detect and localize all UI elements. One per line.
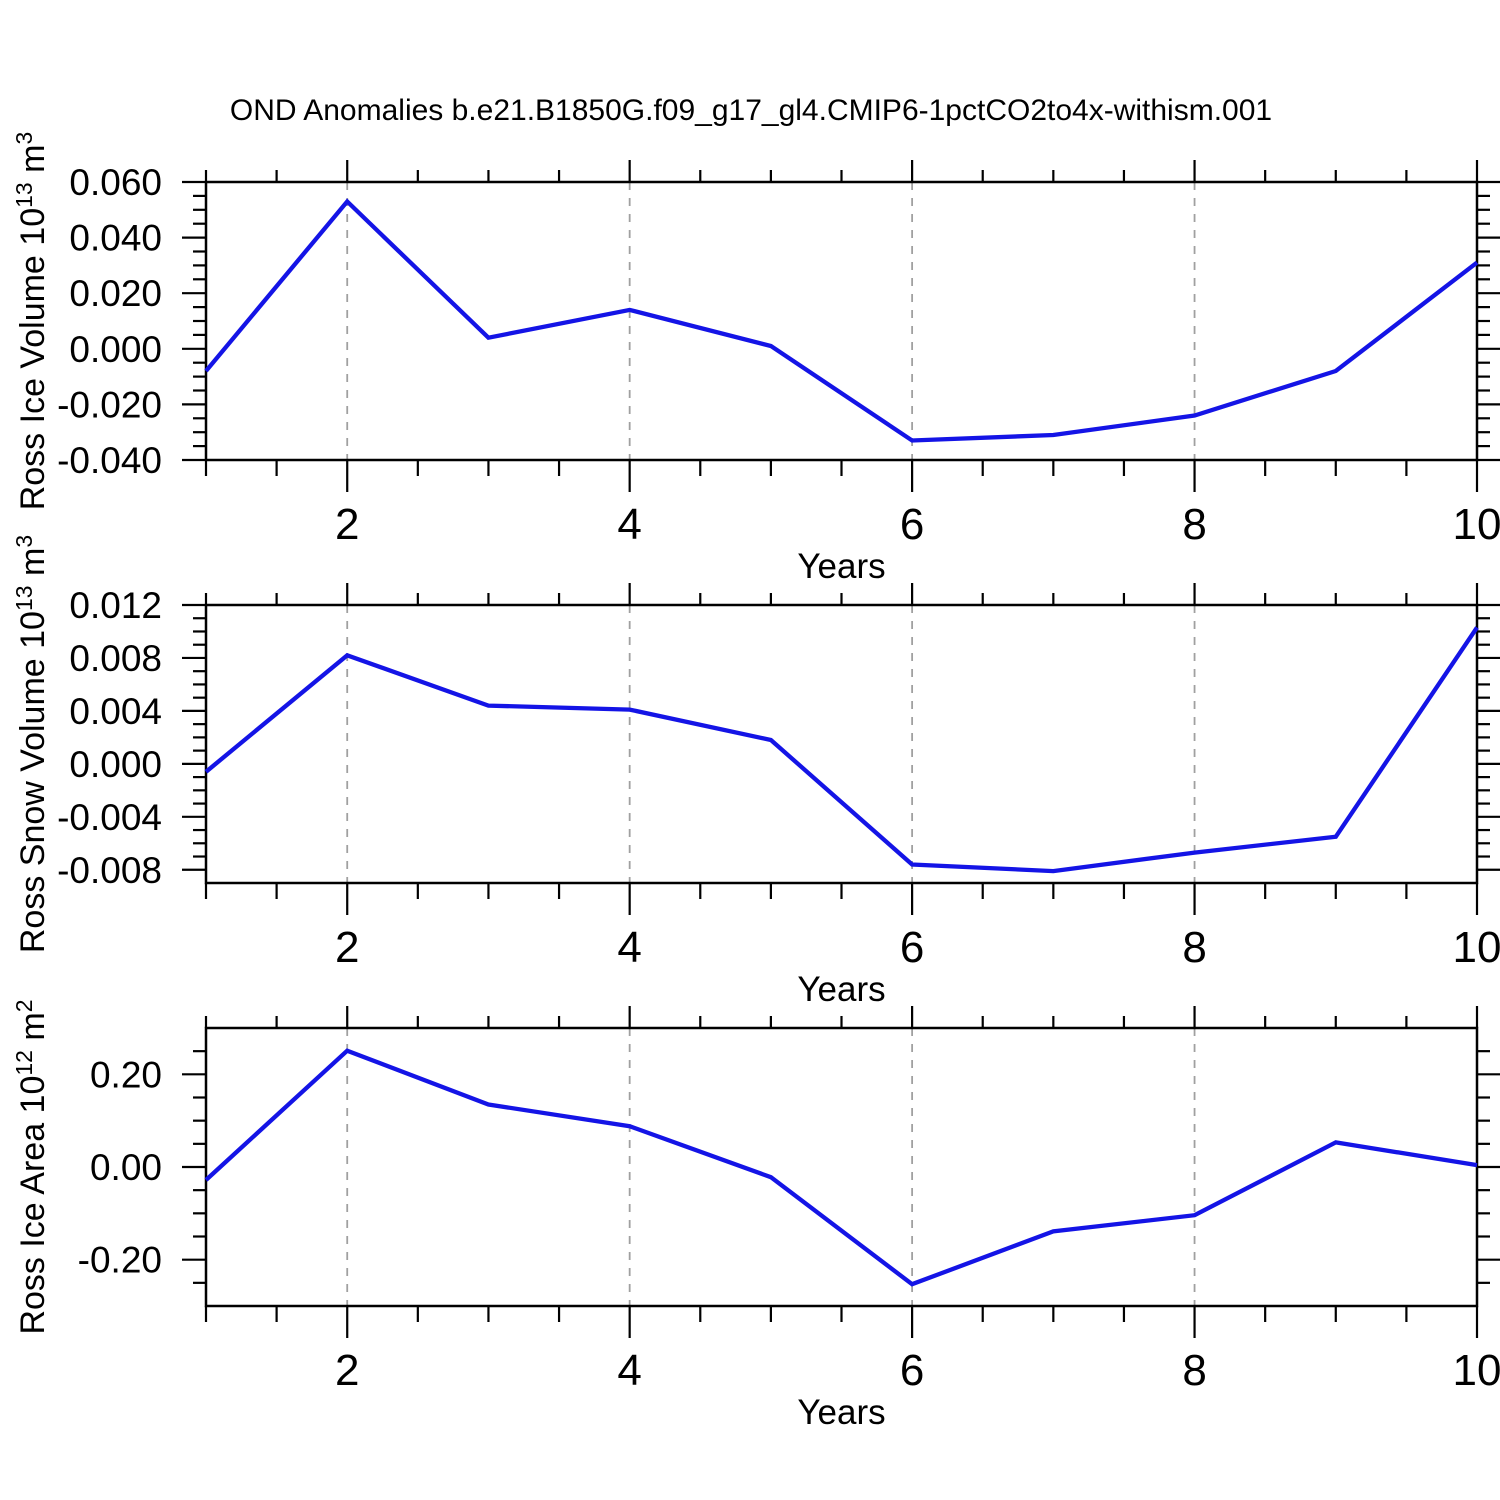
y-tick-label: 0.040 xyxy=(69,218,162,259)
y-tick-label: -0.004 xyxy=(57,797,162,838)
x-tick-label: 4 xyxy=(617,500,641,549)
y-tick-label: 0.000 xyxy=(69,329,162,370)
plot-frame xyxy=(204,180,1479,462)
x-tick-label: 4 xyxy=(617,923,641,972)
x-tick-label: 2 xyxy=(335,1346,359,1395)
x-tick-label: 4 xyxy=(617,1346,641,1395)
panel-ross-ice-area: 0.20 0.00 -0.20 2 4 6 8 10 Years Ross Ice Area 10… xyxy=(11,999,1500,1432)
plot-frame xyxy=(204,603,1479,885)
x-tick-label: 8 xyxy=(1182,923,1206,972)
y-tick-label: 0.020 xyxy=(69,273,162,314)
y-axis-title: Ross Ice Volume 1013​ m3​ xyxy=(11,132,52,511)
plot-frame xyxy=(204,1026,1479,1308)
series-line-ross-snow-volume xyxy=(204,626,1479,874)
x-axis-title: Years xyxy=(797,1393,885,1432)
panel-ross-ice-volume: 0.060 0.040 0.020 0.000 -0.020 -0.040 2 4 6 8 10 Ye… xyxy=(11,132,1500,586)
y-tick-label: 0.00 xyxy=(90,1147,162,1188)
x-tick-label: 10 xyxy=(1453,1346,1500,1395)
y-axis-title: Ross Ice Area 1012​ m2​ xyxy=(11,999,52,1334)
y-tick-label: 0.20 xyxy=(90,1054,162,1095)
x-axis-title: Years xyxy=(797,970,885,1009)
y-axis-title: Ross Snow Volume 1013​ m3​ xyxy=(11,535,52,953)
y-tick-label: 0.008 xyxy=(69,638,162,679)
y-tick-label: 0.004 xyxy=(69,691,162,732)
x-tick-label: 8 xyxy=(1182,1346,1206,1395)
x-tick-label: 10 xyxy=(1453,500,1500,549)
x-tick-label: 10 xyxy=(1453,923,1500,972)
x-tick-label: 2 xyxy=(335,500,359,549)
y-tick-label: -0.040 xyxy=(57,440,162,481)
series-line-ross-ice-volume xyxy=(204,198,1479,443)
y-tick-label: 0.000 xyxy=(69,744,162,785)
panel-ross-snow-volume: 0.012 0.008 0.004 0.000 -0.004 -0.008 2 4 6 8 10 Ye… xyxy=(11,535,1500,1009)
y-tick-label: -0.008 xyxy=(57,850,162,891)
x-tick-label: 6 xyxy=(900,500,924,549)
y-tick-label: 0.060 xyxy=(69,162,162,203)
y-tick-label: 0.012 xyxy=(69,585,162,626)
x-tick-label: 6 xyxy=(900,923,924,972)
x-tick-label: 8 xyxy=(1182,500,1206,549)
x-tick-label: 6 xyxy=(900,1346,924,1395)
x-tick-label: 2 xyxy=(335,923,359,972)
y-tick-label: -0.20 xyxy=(78,1240,162,1281)
chart-title: OND Anomalies b.e21.B1850G.f09_g17_gl4.C… xyxy=(230,94,1272,127)
series-line-ross-ice-area xyxy=(204,1048,1478,1287)
x-axis-title: Years xyxy=(797,547,885,586)
y-tick-label: -0.020 xyxy=(57,384,162,425)
